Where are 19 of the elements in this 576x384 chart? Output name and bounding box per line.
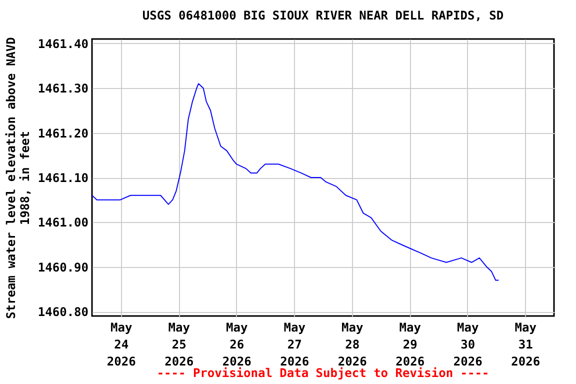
text: ---- Provisional Data Subject to Revision ----	[156, 366, 490, 380]
x-tick-label: May 30 2026	[453, 320, 482, 368]
x-tick-label: May 26 2026	[222, 320, 252, 368]
line-series	[92, 83, 500, 281]
y-tick-label: 1461.00	[38, 216, 88, 230]
x-tick-label: May 28 2026	[338, 320, 367, 368]
x-tick-label: May 27 2026	[280, 320, 310, 368]
y-tick-label: 1461.10	[38, 171, 88, 185]
y-tick-label: 1461.30	[38, 82, 88, 96]
x-tick-label: May 29 2026	[396, 320, 425, 368]
y-tick-label: 1461.20	[38, 126, 88, 140]
y-tick-label: 1460.80	[38, 305, 88, 320]
y-tick-label: 1461.40	[38, 36, 88, 51]
x-tick-label: May 31 2026	[511, 320, 540, 368]
y-axis-title: Stream water level elevation above NAVD 1988, in feet	[4, 37, 32, 319]
x-tick-label: May 25 2026	[164, 320, 194, 368]
chart-title: USGS 06481000 BIG SIOUX RIVER NEAR DELL RAPIDS, SD	[142, 8, 504, 23]
x-tick-label: May 24 2026	[106, 320, 136, 368]
y-tick-label: 1460.90	[38, 260, 88, 274]
